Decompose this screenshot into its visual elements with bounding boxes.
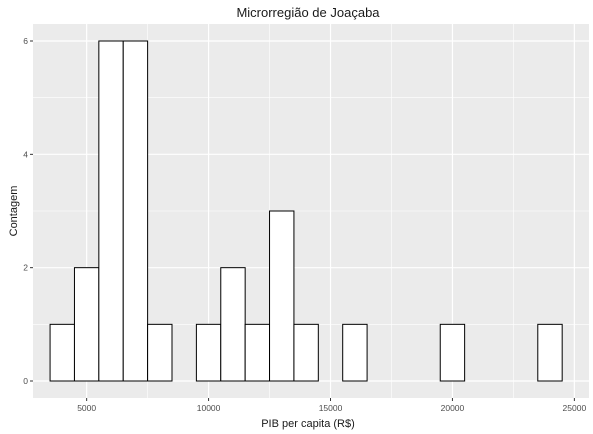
y-tick-label: 4 — [23, 149, 28, 159]
x-tick-label: 25000 — [563, 403, 587, 413]
histogram-bars — [49, 40, 563, 382]
x-tick-label: 10000 — [197, 403, 221, 413]
y-tick-label: 0 — [23, 376, 28, 386]
x-axis: 5000 10000 15000 20000 25000 — [77, 398, 586, 413]
x-axis-label: PIB per capita (R$) — [261, 418, 355, 430]
histogram-bar — [49, 323, 75, 382]
y-tick-label: 2 — [23, 263, 28, 273]
y-axis-label: Contagem — [8, 186, 20, 237]
histogram-bar — [342, 323, 368, 382]
histogram-bar — [98, 40, 124, 382]
histogram-bar — [244, 323, 271, 382]
histogram-bar — [73, 267, 100, 382]
histogram-bar — [147, 323, 173, 382]
histogram-bar — [122, 40, 149, 382]
histogram-bar — [269, 210, 295, 382]
histogram-bar — [537, 323, 563, 382]
histogram-bar — [293, 323, 319, 382]
y-tick-label: 6 — [23, 36, 28, 46]
histogram-bar — [220, 267, 246, 382]
x-tick-label: 5000 — [77, 403, 96, 413]
y-axis: 0 2 4 6 — [23, 36, 33, 386]
histogram-bar — [439, 323, 466, 382]
chart-title: Microrregião de Joaçaba — [236, 5, 380, 20]
x-tick-label: 15000 — [319, 403, 343, 413]
histogram-bar — [195, 323, 222, 382]
x-tick-label: 20000 — [441, 403, 465, 413]
